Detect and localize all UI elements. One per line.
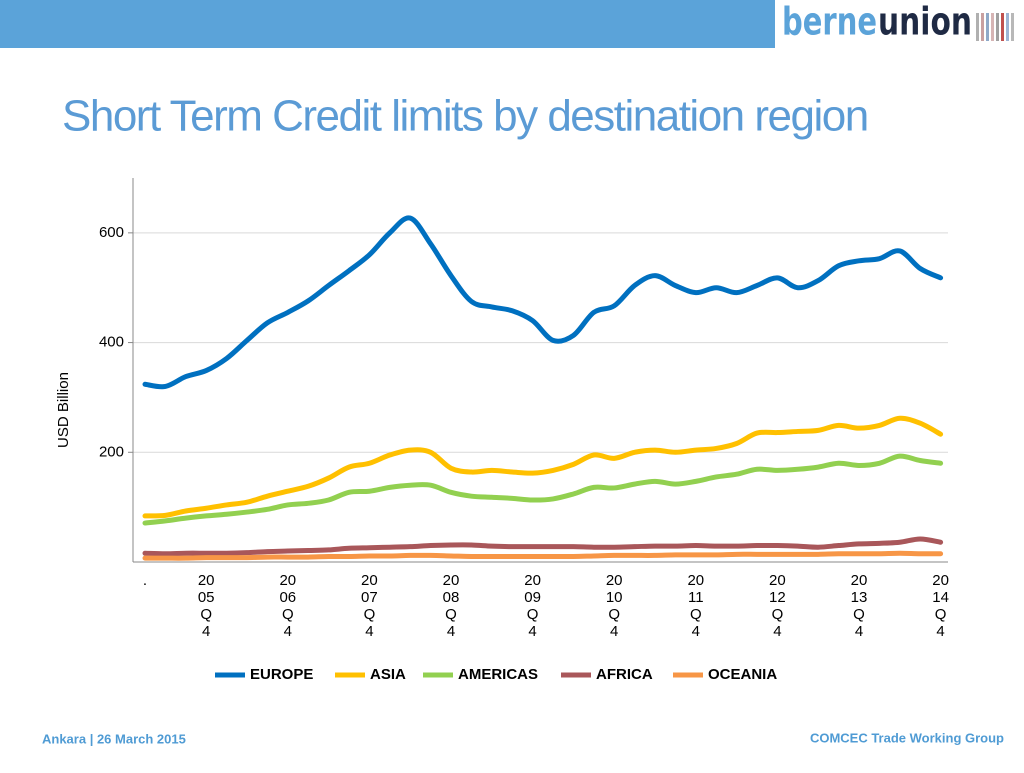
legend-label: AMERICAS [458,666,538,683]
plot: 200 400 600. 20 05 Q 4 20 06 Q 4 20 07 Q 4 20 08 Q 4 20 09 Q 4… [99,178,949,683]
legend-label: EUROPE [250,666,313,683]
x-tick-label: 20 06 Q 4 [279,572,296,640]
x-tick-label: 20 07 Q 4 [361,572,378,640]
series-line [142,536,944,557]
x-tick-label: 20 13 Q 4 [851,572,868,640]
legend-label: OCEANIA [708,666,777,683]
series-line [142,415,944,519]
legend-label: ASIA [370,666,406,683]
slide-title: Short Term Credit limits by destination … [62,92,868,141]
x-tick-label: 20 05 Q 4 [198,572,215,640]
footer-left: Ankara | 26 March 2015 [42,731,186,746]
x-tick-label: 20 12 Q 4 [769,572,786,640]
logo-stripes [976,13,1014,41]
x-tick-label: 20 08 Q 4 [443,572,460,640]
series-line [142,550,944,561]
x-tick-label: 20 09 Q 4 [524,572,541,640]
legend-label: AFRICA [596,666,653,683]
y-tick-label: 200 [99,443,124,460]
logo-left: berne [782,0,877,44]
series-line [142,453,944,526]
series-line [142,215,944,390]
y-tick-label: 600 [99,224,124,241]
x-tick-label: 20 14 Q 4 [932,572,949,640]
x-tick-label: 20 10 Q 4 [606,572,623,640]
footer-right: COMCEC Trade Working Group [810,730,1004,745]
x-tick-label: . [143,572,147,589]
y-tick-label: 400 [99,334,124,351]
logo-right: union [878,0,972,44]
x-tick-label: 20 11 Q 4 [687,572,704,640]
y-axis-label: USD Billion [55,372,72,448]
